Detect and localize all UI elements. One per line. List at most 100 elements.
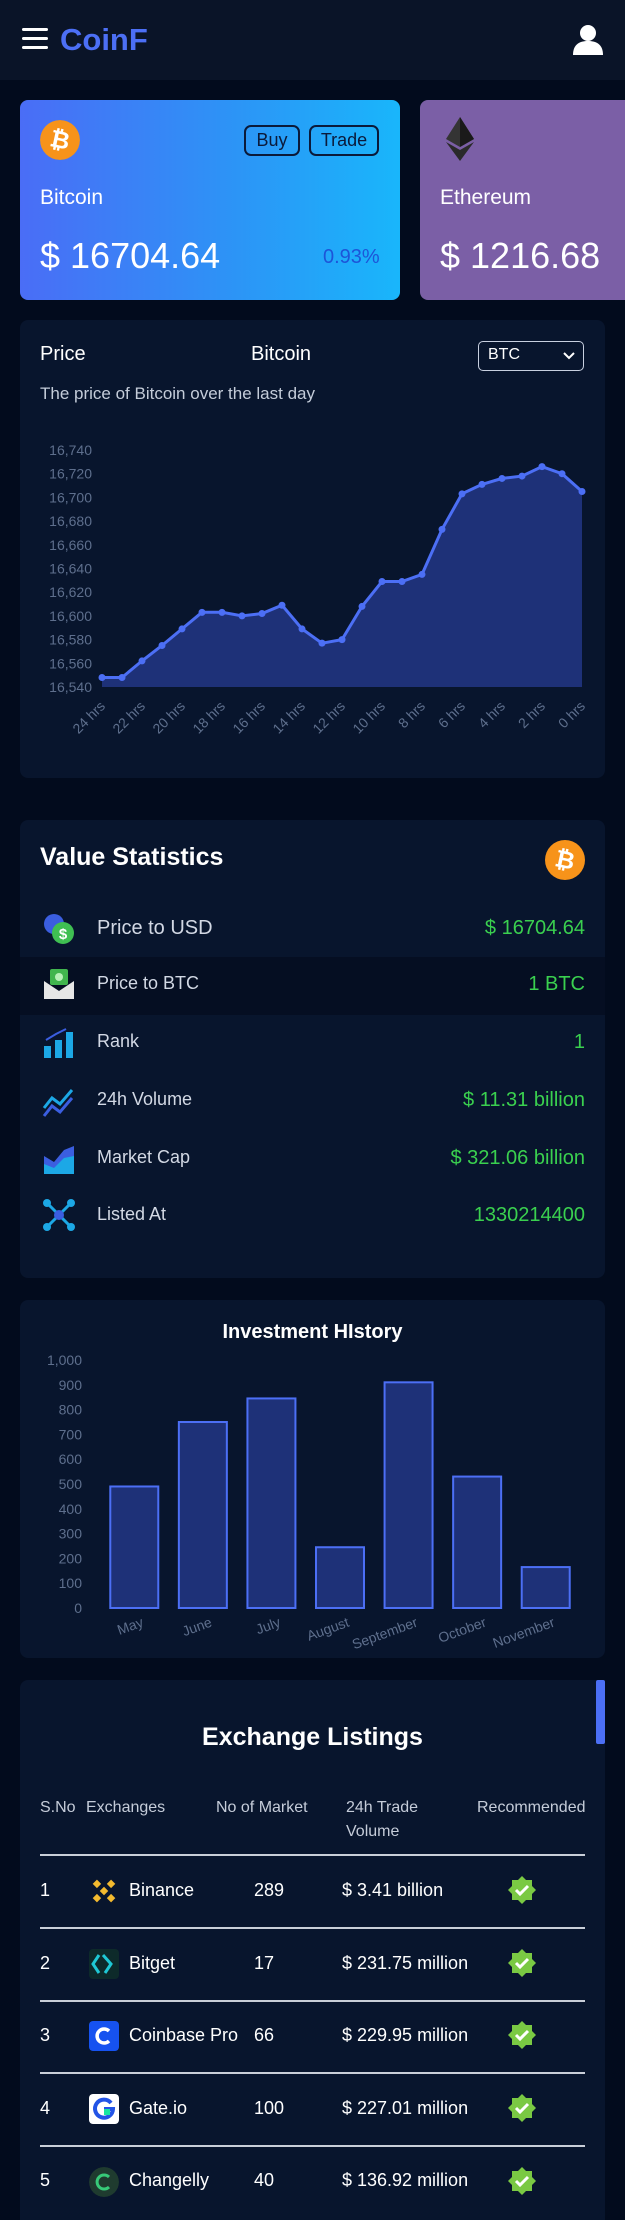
stat-label-listed-at: Listed At [97, 1204, 167, 1224]
x-tick-label: May [115, 1614, 145, 1638]
y-tick-label: 300 [59, 1526, 83, 1542]
stat-label-market-cap: Market Cap [97, 1147, 191, 1167]
exchange-name[interactable]: Binance [129, 1880, 195, 1900]
recommended-check-icon [508, 2167, 536, 2195]
x-tick-label: 10 hrs [349, 698, 388, 737]
ethereum-card-name: Ethereum [440, 186, 532, 209]
stat-label-24h-volume: 24h Volume [97, 1089, 193, 1109]
y-tick-label: 0 [74, 1600, 82, 1616]
exchange-markets: 17 [254, 1953, 275, 1973]
price-point [398, 578, 406, 586]
bitget-logo-icon [89, 1949, 119, 1979]
y-tick-label: 16,560 [49, 655, 92, 671]
col-header-recommended: Recommended [477, 1799, 586, 1816]
exchange-markets: 289 [254, 1880, 285, 1900]
bitcoin-card-price: $ 16704.64 [40, 235, 221, 276]
price-point [238, 612, 246, 620]
area-chart-icon [44, 1146, 74, 1174]
value-statistics-panel [20, 820, 605, 1278]
investment-history-title: Investment HIstory [222, 1321, 403, 1343]
ethereum-card-price: $ 1216.68 [440, 235, 601, 276]
price-point [498, 474, 506, 482]
user-account-icon[interactable] [572, 24, 604, 56]
row-divider [40, 1927, 585, 1929]
price-point [358, 602, 366, 610]
price-point [278, 601, 286, 609]
hamburger-menu-icon[interactable] [22, 28, 48, 50]
y-tick-label: 16,580 [49, 632, 92, 648]
y-tick-label: 16,600 [49, 608, 92, 624]
x-tick-label: 24 hrs [69, 698, 108, 737]
price-point [138, 657, 146, 665]
row-sno: 3 [40, 2025, 51, 2045]
changelly-logo-icon [89, 2167, 119, 2197]
bitcoin-card[interactable] [20, 100, 400, 300]
exchange-volume: $ 136.92 million [342, 2170, 469, 2190]
scrollbar-thumb[interactable] [596, 1680, 605, 1744]
price-point [418, 570, 426, 578]
y-tick-label: 16,740 [49, 442, 92, 458]
brand-logo[interactable]: CoinF [60, 22, 148, 57]
gateio-logo-icon [89, 2094, 119, 2124]
col-header-exchanges: Exchanges [86, 1799, 166, 1816]
price-point [538, 463, 546, 471]
header-divider [40, 1854, 585, 1856]
trend-line-icon [42, 1089, 74, 1117]
bar-chart-icon [44, 1028, 73, 1058]
y-tick-label: 500 [59, 1476, 83, 1492]
row-sno: 1 [40, 1880, 51, 1900]
stat-label-price-btc: Price to BTC [97, 973, 200, 993]
bitcoin-icon: ₿ [40, 120, 80, 160]
coin-select[interactable]: BTC [478, 341, 584, 371]
y-tick-label: 16,660 [49, 537, 92, 553]
y-tick-label: 16,540 [49, 679, 92, 695]
exchange-markets: 66 [254, 2025, 275, 2045]
investment-bar-chart: 1,000 900 800 700 600 500 400 300 200 100 0 May June… [47, 1352, 571, 1652]
svg-text:$: $ [59, 926, 68, 943]
price-panel-subtitle: The price of Bitcoin over the last day [40, 384, 315, 403]
x-tick-label: 4 hrs [475, 698, 508, 731]
price-point [458, 490, 466, 498]
price-point [158, 642, 166, 650]
y-tick-label: 600 [59, 1451, 83, 1467]
bitcoin-card-name: Bitcoin [40, 186, 104, 209]
exchange-volume: $ 231.75 million [342, 1953, 469, 1973]
investment-bar [109, 1485, 160, 1609]
price-point [578, 487, 586, 495]
investment-bar [177, 1421, 228, 1609]
price-point [378, 578, 386, 586]
investment-bar [452, 1475, 503, 1609]
x-tick-label: November [491, 1614, 557, 1651]
x-tick-label: 16 hrs [229, 698, 268, 737]
coinbase-logo-icon [89, 2021, 119, 2051]
exchange-name[interactable]: Gate.io [129, 2098, 188, 2118]
investment-bar [520, 1566, 571, 1609]
buy-button[interactable]: Buy [244, 125, 300, 156]
col-header-volume-line2: Volume [346, 1823, 400, 1840]
col-header-markets: No of Market [216, 1799, 308, 1816]
y-tick-label: 200 [59, 1550, 83, 1566]
exchange-name[interactable]: Bitget [129, 1953, 176, 1973]
stat-value-listed-at: 1330214400 [473, 1204, 585, 1226]
price-point [518, 472, 526, 480]
price-point [98, 674, 106, 682]
exchange-markets: 40 [254, 2170, 275, 2190]
price-point [218, 608, 226, 616]
x-tick-label: 8 hrs [395, 698, 428, 731]
row-divider [40, 2000, 585, 2002]
col-header-volume-line1: 24h Trade [346, 1799, 419, 1816]
exchange-volume: $ 227.01 million [342, 2098, 469, 2118]
network-icon [43, 1199, 75, 1231]
value-statistics-title: Value Statistics [40, 843, 224, 871]
y-tick-label: 16,700 [49, 489, 92, 505]
x-tick-label: October [436, 1614, 489, 1646]
trade-button[interactable]: Trade [309, 125, 379, 156]
exchange-name[interactable]: Coinbase Pro [129, 2025, 239, 2045]
price-point [298, 625, 306, 633]
stat-value-price-usd: $ 16704.64 [484, 917, 585, 939]
investment-bar [383, 1381, 434, 1609]
exchange-name[interactable]: Changelly [129, 2170, 210, 2190]
exchange-markets: 100 [254, 2098, 285, 2118]
y-tick-label: 900 [59, 1377, 83, 1393]
y-tick-label: 800 [59, 1402, 83, 1418]
